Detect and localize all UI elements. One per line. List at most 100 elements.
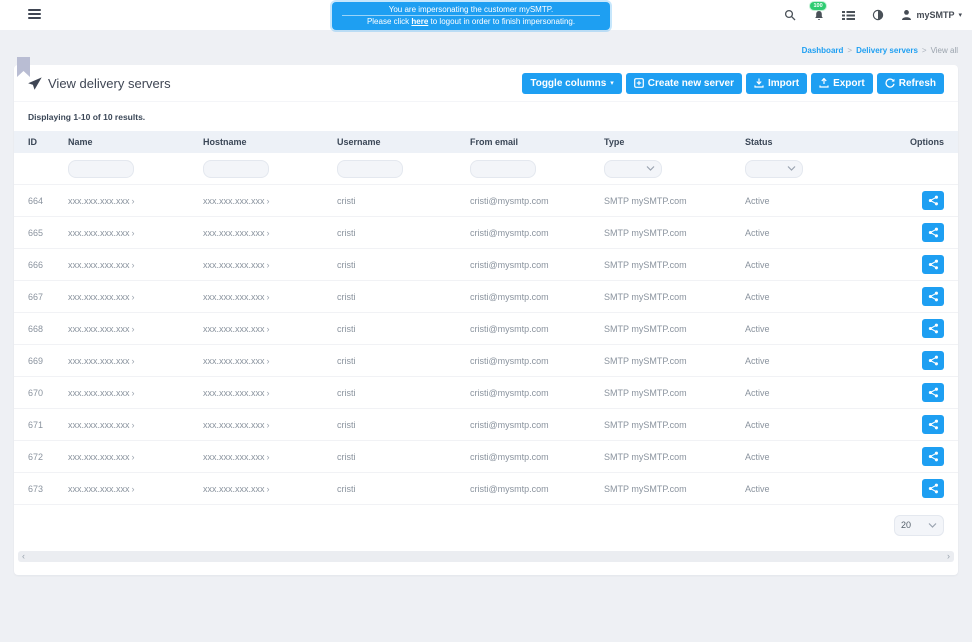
cell-status: Active	[745, 387, 770, 398]
export-button[interactable]: Export	[811, 72, 873, 94]
cell-type: SMTP mySMTP.com	[604, 483, 687, 494]
column-header-name[interactable]: Name	[68, 137, 93, 147]
chevron-down-icon: ▾	[610, 80, 614, 87]
column-header-status[interactable]: Status	[745, 137, 773, 147]
table-header-row: ID Name Hostname Username From email Typ…	[14, 131, 958, 153]
server-name-link[interactable]: xxx.xxx.xxx.xxx	[68, 323, 130, 334]
server-options-button[interactable]	[922, 351, 944, 370]
cell-type: SMTP mySMTP.com	[604, 451, 687, 462]
server-options-button[interactable]	[922, 479, 944, 498]
notifications-bell-icon[interactable]: 100	[810, 1, 826, 22]
toggle-columns-button[interactable]: Toggle columns ▾	[522, 72, 622, 94]
notification-badge: 100	[810, 1, 826, 10]
server-hostname-link[interactable]: xxx.xxx.xxx.xxx	[203, 419, 265, 430]
user-menu[interactable]: mySMTP ▾	[901, 9, 962, 21]
cell-hostname: xxx.xxx.xxx.xxx ›	[203, 324, 337, 334]
breadcrumb-separator: >	[847, 46, 853, 55]
menu-icon[interactable]	[28, 9, 41, 21]
cell-options	[880, 191, 944, 210]
server-hostname-link[interactable]: xxx.xxx.xxx.xxx	[203, 387, 265, 398]
column-header-from-email[interactable]: From email	[470, 137, 519, 147]
server-name-link[interactable]: xxx.xxx.xxx.xxx	[68, 195, 130, 206]
server-hostname-link[interactable]: xxx.xxx.xxx.xxx	[203, 483, 265, 494]
server-hostname-link[interactable]: xxx.xxx.xxx.xxx	[203, 195, 265, 206]
cell-from-email: cristi@mysmtp.com	[470, 195, 549, 206]
filter-hostname-input[interactable]	[203, 160, 269, 178]
cell-username: cristi	[337, 355, 356, 366]
filter-name-input[interactable]	[68, 160, 134, 178]
cell-id: 672	[28, 451, 44, 462]
filter-username-input[interactable]	[337, 160, 403, 178]
server-hostname-link[interactable]: xxx.xxx.xxx.xxx	[203, 259, 265, 270]
breadcrumb-delivery-servers[interactable]: Delivery servers	[856, 46, 918, 55]
share-alt-icon	[928, 419, 938, 430]
cell-type: SMTP mySMTP.com	[604, 355, 687, 366]
table-filter-row	[14, 153, 958, 185]
cell-from-email: cristi@mysmtp.com	[470, 227, 549, 238]
server-options-button[interactable]	[922, 383, 944, 402]
table-row: 671 xxx.xxx.xxx.xxx › xxx.xxx.xxx.xxx › cr…	[14, 409, 958, 441]
cell-options	[880, 447, 944, 466]
server-name-link[interactable]: xxx.xxx.xxx.xxx	[68, 451, 130, 462]
import-button[interactable]: Import	[745, 72, 808, 94]
server-options-button[interactable]	[922, 447, 944, 466]
server-hostname-link[interactable]: xxx.xxx.xxx.xxx	[203, 227, 265, 238]
contrast-icon[interactable]	[872, 9, 884, 21]
per-page-select[interactable]: 20	[894, 514, 944, 536]
server-name-link[interactable]: xxx.xxx.xxx.xxx	[68, 355, 130, 366]
server-hostname-link[interactable]: xxx.xxx.xxx.xxx	[203, 451, 265, 462]
server-name-link[interactable]: xxx.xxx.xxx.xxx	[68, 291, 130, 302]
cell-id: 666	[28, 259, 44, 270]
server-hostname-link[interactable]: xxx.xxx.xxx.xxx	[203, 291, 265, 302]
search-icon[interactable]	[784, 9, 796, 21]
table-row: 673 xxx.xxx.xxx.xxx › xxx.xxx.xxx.xxx › cr…	[14, 473, 958, 505]
cell-type: SMTP mySMTP.com	[604, 291, 687, 302]
server-hostname-link[interactable]: xxx.xxx.xxx.xxx	[203, 355, 265, 366]
horizontal-scrollbar[interactable]: ‹ ›	[18, 551, 954, 562]
cell-id: 670	[28, 387, 44, 398]
cell-name: xxx.xxx.xxx.xxx ›	[68, 196, 203, 206]
filter-from-email-input[interactable]	[470, 160, 536, 178]
server-name-link[interactable]: xxx.xxx.xxx.xxx	[68, 387, 130, 398]
chevron-right-icon: ›	[266, 355, 270, 366]
cell-options	[880, 319, 944, 338]
column-header-username[interactable]: Username	[337, 137, 381, 147]
column-header-type[interactable]: Type	[604, 137, 625, 147]
chevron-right-icon: ›	[266, 195, 270, 206]
server-name-link[interactable]: xxx.xxx.xxx.xxx	[68, 483, 130, 494]
create-new-server-button[interactable]: Create new server	[625, 72, 742, 94]
refresh-button[interactable]: Refresh	[876, 72, 944, 94]
server-options-button[interactable]	[922, 319, 944, 338]
cell-options	[880, 287, 944, 306]
logout-here-link[interactable]: here	[411, 17, 429, 26]
server-options-button[interactable]	[922, 255, 944, 274]
export-icon	[819, 78, 829, 88]
per-page-value: 20	[901, 520, 912, 530]
filter-type-select[interactable]	[604, 159, 662, 178]
server-options-button[interactable]	[922, 287, 944, 306]
chevron-right-icon: ›	[131, 483, 135, 494]
cell-options	[880, 479, 944, 498]
list-icon[interactable]	[842, 10, 856, 21]
cell-username: cristi	[337, 387, 356, 398]
server-hostname-link[interactable]: xxx.xxx.xxx.xxx	[203, 323, 265, 334]
scroll-left-icon[interactable]: ‹	[22, 551, 25, 561]
server-options-button[interactable]	[922, 415, 944, 434]
table-body: 664 xxx.xxx.xxx.xxx › xxx.xxx.xxx.xxx › cr…	[14, 185, 958, 505]
server-name-link[interactable]: xxx.xxx.xxx.xxx	[68, 227, 130, 238]
server-name-link[interactable]: xxx.xxx.xxx.xxx	[68, 259, 130, 270]
server-name-link[interactable]: xxx.xxx.xxx.xxx	[68, 419, 130, 430]
column-header-id[interactable]: ID	[28, 137, 37, 147]
cell-status: Active	[745, 451, 770, 462]
filter-status-select[interactable]	[745, 159, 803, 178]
cell-status: Active	[745, 355, 770, 366]
breadcrumb-dashboard[interactable]: Dashboard	[801, 46, 844, 55]
page-title: View delivery servers	[28, 76, 171, 91]
chevron-right-icon: ›	[266, 451, 270, 462]
scroll-right-icon[interactable]: ›	[947, 551, 950, 561]
server-options-button[interactable]	[922, 223, 944, 242]
pagination-bar: 20	[14, 505, 958, 545]
cell-type: SMTP mySMTP.com	[604, 227, 687, 238]
column-header-hostname[interactable]: Hostname	[203, 137, 247, 147]
server-options-button[interactable]	[922, 191, 944, 210]
